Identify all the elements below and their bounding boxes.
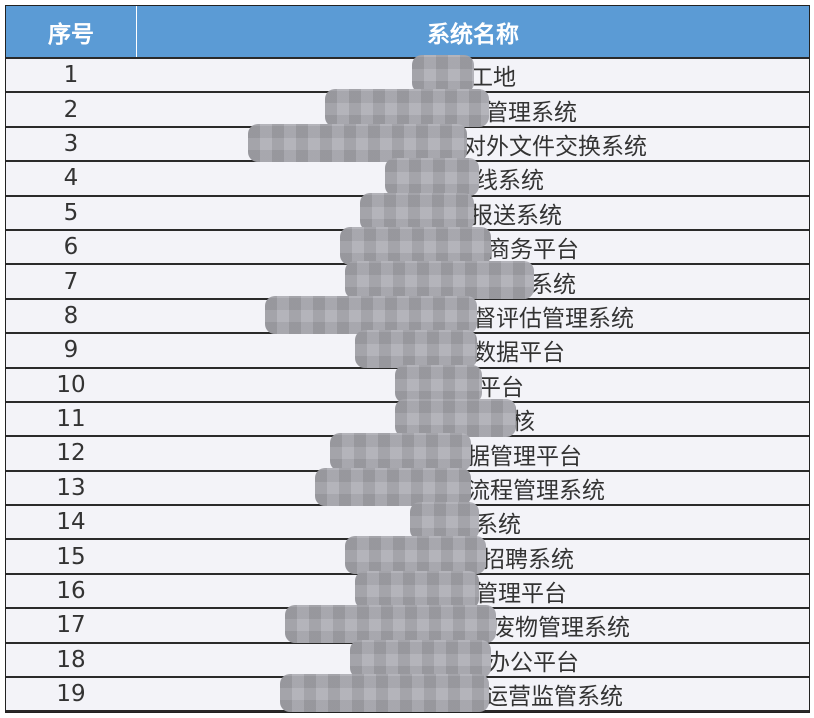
header-index: 序号	[6, 6, 137, 57]
row-index: 14	[56, 509, 86, 536]
row-system-name: 数据平台	[473, 340, 565, 367]
row-index: 7	[63, 268, 79, 295]
redaction-mosaic	[395, 364, 482, 403]
row-system-name: 工地	[470, 65, 516, 92]
table-row: 12 据管理平台	[6, 433, 809, 472]
row-index: 18	[56, 646, 86, 673]
row-index: 11	[56, 406, 86, 433]
table-row: 17 废物管理系统	[6, 605, 809, 644]
redaction-mosaic	[345, 536, 486, 575]
table-row: 16 管理平台	[6, 570, 809, 610]
row-system-name: 对外文件交换系统	[463, 133, 647, 160]
row-system-name: 据管理平台	[467, 443, 582, 470]
redaction-mosaic	[280, 674, 489, 713]
row-index: 16	[56, 578, 86, 605]
row-index: 1	[63, 62, 79, 89]
row-index: 13	[56, 474, 86, 501]
header-name: 系统名称	[427, 21, 519, 48]
table-header: 序号 系统名称	[6, 6, 809, 59]
row-index: 12	[56, 440, 86, 467]
row-index: 10	[56, 371, 86, 398]
redaction-mosaic	[345, 261, 534, 300]
row-system-name: 报送系统	[470, 202, 562, 229]
systems-table: 序号 系统名称 1 工地 2 管理系统 3 对外文件交换系统 4 线系统 5 报送系统 6 商务平台 7…	[5, 5, 810, 714]
redaction-mosaic	[340, 226, 491, 265]
redaction-mosaic	[350, 639, 491, 678]
row-index: 8	[63, 302, 79, 329]
table-row: 15 招聘系统	[6, 536, 809, 575]
row-system-name: 招聘系统	[482, 546, 574, 573]
row-index: 3	[63, 130, 79, 157]
table-row: 7 系统	[6, 261, 809, 300]
row-index: 6	[63, 234, 79, 261]
row-index: 15	[56, 543, 86, 570]
row-system-name: 督评估管理系统	[473, 305, 634, 332]
table-row: 5 报送系统	[6, 192, 809, 231]
row-system-name: 线系统	[475, 168, 544, 195]
row-system-name: 平台	[478, 374, 524, 401]
row-system-name: 商务平台	[487, 237, 579, 264]
row-system-name: 办公平台	[487, 649, 579, 676]
table-row: 18 办公平台	[6, 639, 809, 679]
row-system-name: 流程管理系统	[467, 477, 605, 504]
table-row: 9 数据平台	[6, 330, 809, 369]
redaction-mosaic	[360, 192, 474, 231]
row-system-name: 管理平台	[475, 581, 567, 608]
redaction-mosaic	[355, 570, 479, 609]
redaction-mosaic	[395, 398, 516, 437]
row-system-name: 废物管理系统	[492, 615, 630, 642]
row-index: 19	[56, 681, 86, 708]
redaction-mosaic	[285, 605, 496, 644]
redaction-mosaic	[265, 295, 477, 334]
row-index: 9	[63, 337, 79, 364]
table-row: 2 管理系统	[6, 89, 809, 128]
row-system-name: 核	[512, 409, 535, 436]
row-system-name: 系统	[475, 512, 521, 539]
redaction-mosaic	[355, 330, 477, 369]
table-row: 11 核	[6, 398, 809, 438]
table-row: 4 线系统	[6, 158, 809, 197]
redaction-mosaic	[325, 89, 489, 128]
redaction-mosaic	[330, 433, 471, 472]
table-body: 1 工地 2 管理系统 3 对外文件交换系统 4 线系统 5 报送系统 6 商务平台 7 系统 8 督评估管理…	[6, 55, 809, 713]
row-system-name: 系统	[530, 271, 576, 298]
row-index: 17	[56, 612, 86, 639]
row-index: 2	[63, 96, 79, 123]
table-row: 14 系统	[6, 502, 809, 541]
redaction-mosaic	[410, 502, 479, 541]
redaction-mosaic	[315, 467, 471, 506]
redaction-mosaic	[248, 123, 467, 162]
table-row: 6 商务平台	[6, 226, 809, 266]
table-row: 1 工地	[6, 55, 809, 94]
table-row: 19 运营监管系统	[6, 674, 809, 713]
row-system-name: 运营监管系统	[485, 684, 623, 711]
row-index: 5	[63, 199, 79, 226]
table-row: 13 流程管理系统	[6, 467, 809, 507]
table-row: 10 平台	[6, 364, 809, 403]
table-row: 8 督评估管理系统	[6, 295, 809, 335]
redaction-mosaic	[412, 55, 474, 93]
redaction-mosaic	[385, 158, 479, 197]
table-row: 3 对外文件交换系统	[6, 123, 809, 163]
row-system-name: 管理系统	[485, 99, 577, 126]
row-index: 4	[63, 165, 79, 192]
